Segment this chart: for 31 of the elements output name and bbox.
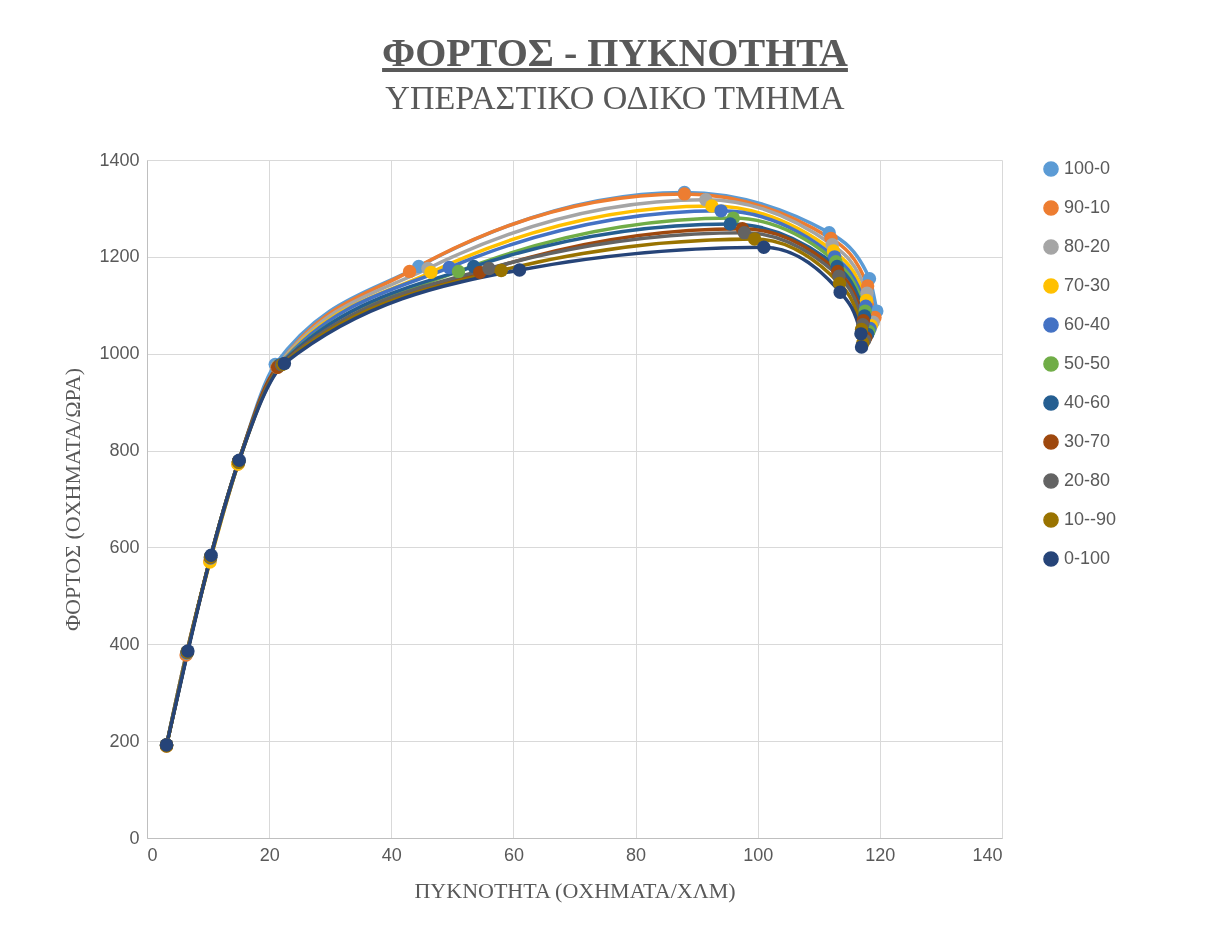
y-tick-label: 1000 [99, 343, 140, 364]
x-tick-label: 0 [147, 844, 158, 865]
legend-label: 70-30 [1064, 275, 1111, 295]
legend-label: 80-20 [1064, 236, 1111, 256]
legend-label: 50-50 [1064, 353, 1111, 373]
y-tick-label: 600 [109, 536, 140, 557]
y-tick-label: 1200 [99, 246, 140, 267]
legend-label: 20-80 [1064, 470, 1111, 490]
x-tick-label: 60 [503, 844, 524, 865]
x-tick-label: 120 [865, 844, 896, 865]
x-tick-label: 20 [259, 844, 280, 865]
legend-label: 40-60 [1064, 392, 1111, 412]
y-tick-label: 400 [109, 633, 140, 654]
chart-title: ΦΟΡΤΟΣ - ΠΥΚΝΟΤΗΤΑ [381, 30, 849, 76]
y-axis-title: ΦΟΡΤΟΣ (ΟΧΗΜΑΤΑ/ΩΡΑ) [60, 368, 86, 631]
x-axis-title: ΠΥΚΝΟΤΗΤΑ (ΟΧΗΜΑΤΑ/ΧΛΜ) [414, 877, 736, 903]
x-tick-label: 40 [381, 844, 402, 865]
legend-label: 0-100 [1064, 548, 1111, 568]
x-tick-label: 80 [626, 844, 647, 865]
chart-subtitle: ΥΠΕΡΑΣΤΙΚΟ ΟΔΙΚΟ ΤΜΗΜΑ [384, 78, 846, 118]
x-tick-label: 140 [972, 844, 1003, 865]
legend-label: 90-10 [1064, 197, 1111, 217]
y-tick-label: 0 [129, 827, 140, 848]
y-tick-label: 200 [109, 730, 140, 751]
y-tick-label: 800 [109, 440, 140, 461]
legend-label: 10--90 [1064, 509, 1117, 529]
x-tick-label: 100 [743, 844, 774, 865]
y-tick-label: 1400 [99, 149, 140, 170]
legend-label: 100-0 [1064, 158, 1111, 178]
legend-label: 60-40 [1064, 314, 1111, 334]
legend-label: 30-70 [1064, 431, 1111, 451]
